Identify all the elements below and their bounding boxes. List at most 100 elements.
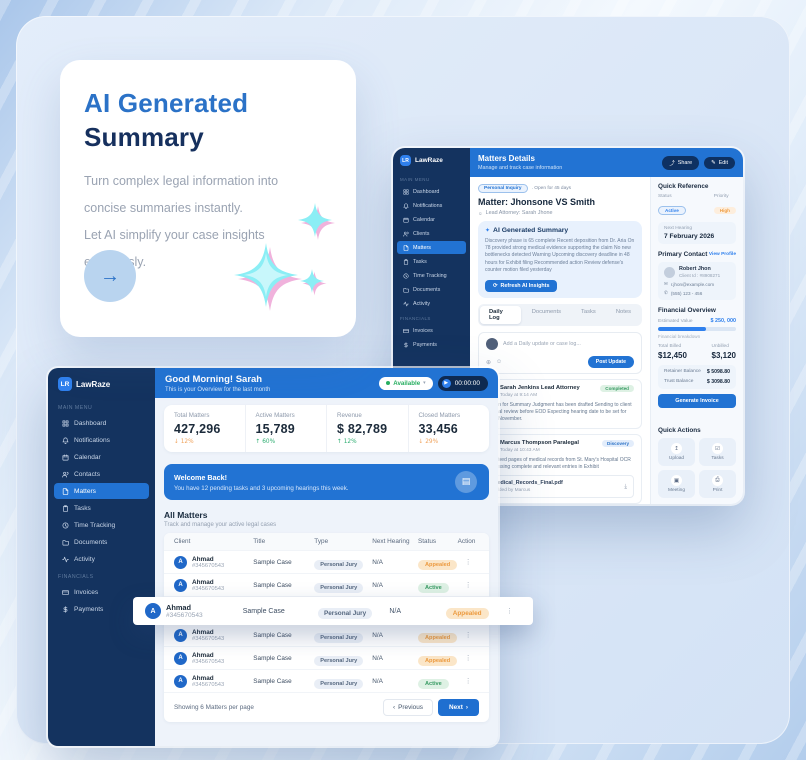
timer-button[interactable]: ▶ 00:00:00 (437, 375, 488, 391)
table-footer: Showing 6 Matters per page ‹ Previous Ne… (164, 692, 489, 722)
tab-tasks[interactable]: Tasks (581, 309, 596, 316)
emoji-icon[interactable]: ☺ (496, 358, 503, 365)
refresh-icon: ⟳ (493, 283, 498, 290)
status-badge: Active (417, 679, 449, 689)
table-row[interactable]: A Ahmad #345670543 Sample Case Personal … (164, 573, 489, 596)
view-profile-link[interactable]: View Profile (708, 252, 736, 257)
availability-dropdown[interactable]: Available ▾ (379, 376, 433, 390)
row-actions-menu[interactable]: ⋮ (464, 631, 472, 639)
contact-id: Client Id : #8908271 (679, 273, 721, 278)
next-button[interactable]: Next › (438, 699, 479, 716)
promo-description-line: Let AI simplify your case insights (84, 228, 265, 242)
arrow-button[interactable]: → (84, 250, 136, 302)
column-next-hearing[interactable]: Next Hearing (372, 538, 410, 545)
sidebar-item-tasks[interactable]: Tasks (397, 255, 466, 268)
row-actions-menu[interactable]: ⋮ (464, 581, 472, 589)
menu-section-label: MAIN MENU (400, 177, 430, 182)
retainer-balance-value: $ 5098.80 (706, 369, 730, 375)
column-type[interactable]: Type (314, 538, 329, 545)
brand: LR LawRaze (48, 377, 155, 399)
sidebar-item-documents[interactable]: Documents (54, 534, 149, 550)
refresh-ai-insights-button[interactable]: ⟳ Refresh AI Insights (485, 280, 558, 293)
quick-action-upload[interactable]: ↥ Upload (658, 438, 695, 466)
timer-value: 00:00:00 (454, 379, 480, 387)
client-cell: A Ahmad #345670543 (174, 651, 253, 665)
users-icon (62, 471, 69, 478)
banner-title: Welcome Back! (174, 472, 227, 482)
file-icon (403, 244, 409, 251)
column-client[interactable]: Client (174, 538, 191, 545)
previous-button[interactable]: ‹ Previous (382, 699, 433, 716)
sidebar-item-time-tracking[interactable]: Time Tracking (54, 517, 149, 533)
attachment-card[interactable]: Medical_Records_Final.pdf Added by Marcu… (486, 475, 634, 499)
sidebar-item-payments[interactable]: Payments (54, 601, 149, 617)
row-actions-menu[interactable]: ⋮ (464, 558, 472, 566)
back-header: Matters Details Manage and track case in… (470, 148, 743, 177)
sidebar-item-payments[interactable]: Payments (397, 338, 466, 351)
sidebar-item-calendar[interactable]: Calendar (397, 213, 466, 226)
tab-notes[interactable]: Notes (615, 309, 631, 316)
sidebar-item-activity[interactable]: Activity (54, 551, 149, 567)
sidebar-item-contacts[interactable]: Contacts (54, 466, 149, 482)
sidebar-item-activity[interactable]: Activity (397, 297, 466, 310)
tasks-icon: ☑ (712, 443, 723, 454)
sidebar-item-calendar[interactable]: Calendar (54, 449, 149, 465)
table-row[interactable]: A Ahmad #345670543 Sample Case Personal … (164, 669, 489, 692)
column-status[interactable]: Status (417, 538, 437, 545)
matter-side-panel: Quick Reference Status Active Priority H… (650, 177, 743, 504)
sidebar-item-time-tracking[interactable]: Time Tracking (397, 269, 466, 282)
share-button[interactable]: ⤴ Share (662, 155, 700, 170)
composer-input[interactable]: Add a Daily update or case log... (503, 341, 581, 348)
mail-icon: ✉ (664, 281, 668, 286)
attachment-icon[interactable]: ⊕ (486, 359, 492, 366)
sidebar-item-invoices[interactable]: Invoices (397, 324, 466, 337)
tab-daily-log[interactable]: Daily Log (480, 306, 521, 325)
sidebar-item-dashboard[interactable]: Dashboard (397, 185, 466, 198)
matter-type-badge: Personal Inquiry (478, 184, 528, 193)
total-billed-value: $12,450 (658, 351, 687, 360)
sidebar-item-matters[interactable]: Matters (397, 241, 466, 254)
table-row[interactable]: A Ahmad #345670543 Sample Case Personal … (164, 646, 489, 669)
sidebar-item-notifications[interactable]: Notifications (54, 432, 149, 448)
front-sidebar: LR LawRaze MAIN MENU Dashboard Notificat… (48, 368, 155, 746)
promo-title: AI Generated Summary (84, 86, 332, 154)
stat-delta: ↓ 12% (174, 439, 194, 445)
upload-icon: ↥ (671, 443, 682, 454)
sidebar-item-notifications[interactable]: Notifications (397, 199, 466, 212)
ai-summary-body: Discovery phase is 65 complete Recent de… (485, 238, 635, 273)
status-badge: Appealed (445, 608, 489, 619)
table-row[interactable]: A Ahmad #345670543 Sample Case Personal … (164, 550, 489, 573)
ai-summary-title: AI Generated Summary (493, 227, 569, 234)
promo-description-line: Turn complex legal information into (84, 174, 279, 188)
download-icon[interactable]: ⤓ (624, 482, 627, 490)
edit-button[interactable]: ✎ Edit (704, 156, 735, 169)
users-icon (403, 231, 409, 237)
generate-invoice-button[interactable]: Generate Invoice (658, 394, 736, 408)
sidebar-item-tasks[interactable]: Tasks (54, 500, 149, 516)
sidebar-item-clients[interactable]: Clients (397, 227, 466, 240)
stat-card-total-matters: Total Matters 427,296 ↓ 12% (164, 405, 245, 452)
client-cell: A Ahmad #345670543 (145, 603, 243, 619)
quick-action-meeting[interactable]: ▣ Meeting (658, 470, 695, 498)
sidebar-item-invoices[interactable]: Invoices (54, 584, 149, 600)
quick-action-print[interactable]: ⎙ Print (699, 470, 736, 498)
row-actions-menu[interactable]: ⋮ (506, 607, 514, 615)
post-update-button[interactable]: Post Update (587, 356, 634, 369)
sidebar-item-documents[interactable]: Documents (397, 283, 466, 296)
row-actions-menu[interactable]: ⋮ (464, 654, 472, 662)
dollar-icon (62, 605, 69, 613)
sidebar-item-dashboard[interactable]: Dashboard (54, 415, 149, 431)
financials-section-label: FINANCIALS (400, 316, 431, 321)
quick-action-tasks[interactable]: ☑ Tasks (699, 438, 736, 466)
row-actions-menu[interactable]: ⋮ (464, 677, 472, 685)
client-cell: A Ahmad #345670543 (174, 628, 253, 642)
sparkles-icon (234, 203, 335, 311)
highlighted-table-row[interactable]: A Ahmad #345670543 Sample Case Personal … (133, 597, 533, 625)
tab-documents[interactable]: Documents (531, 309, 562, 316)
sidebar-item-matters[interactable]: Matters (54, 483, 149, 499)
column-title[interactable]: Title (253, 538, 266, 545)
feed-badge: Discovery (602, 440, 634, 448)
matter-main: Personal Inquiry . Open for 45 days Matt… (470, 177, 650, 504)
table-row[interactable]: A Ahmad #345670543 Sample Case Personal … (164, 623, 489, 646)
column-action[interactable]: Action (457, 538, 476, 545)
